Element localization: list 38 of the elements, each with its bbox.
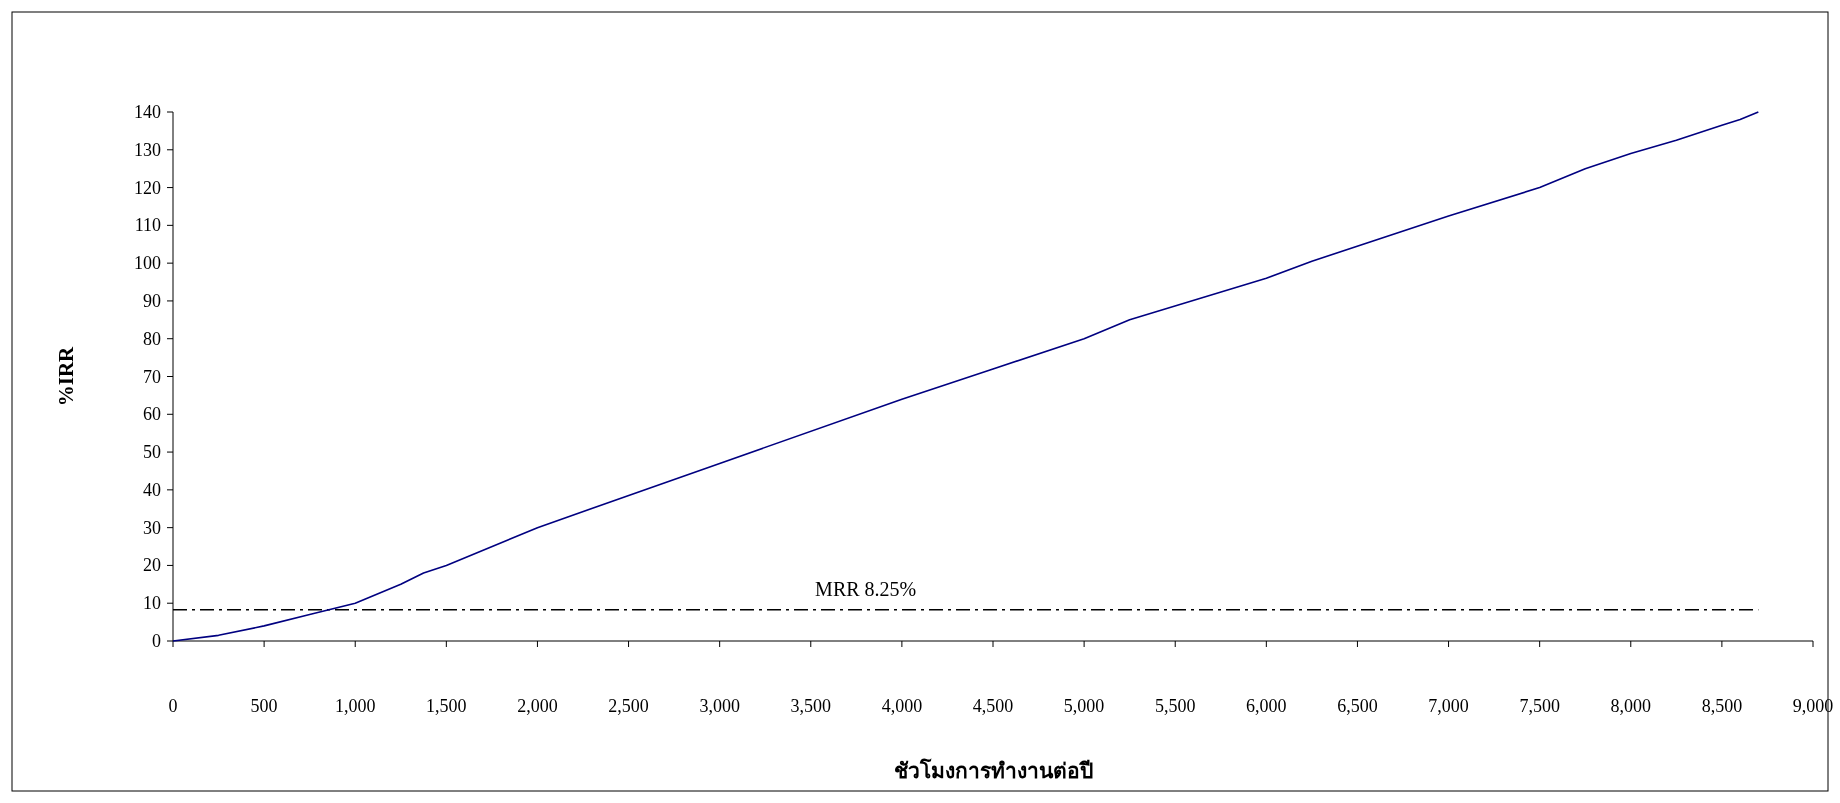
y-tick-label: 120 <box>134 177 161 198</box>
ref-line-label: MRR 8.25% <box>815 577 917 600</box>
x-tick-label: 6,500 <box>1337 696 1378 716</box>
y-tick-label: 80 <box>143 328 161 349</box>
x-tick-label: 4,000 <box>881 696 923 716</box>
y-tick-label: 60 <box>143 404 161 425</box>
y-tick-label: 40 <box>143 479 161 500</box>
x-tick-label: 7,500 <box>1519 696 1560 716</box>
x-axis-title: ชัวโมงการทำงานต่อปี <box>893 758 1093 783</box>
x-tick-label: 3,500 <box>790 696 832 716</box>
x-tick-label: 8,000 <box>1610 696 1652 716</box>
y-tick-label: 30 <box>143 517 161 538</box>
x-tick-label: 5,500 <box>1154 696 1196 716</box>
x-tick-label: 0 <box>168 696 178 716</box>
x-tick-label: 1,500 <box>426 696 467 716</box>
y-axis-title: %IRR <box>54 345 78 407</box>
y-tick-label: 140 <box>134 102 161 122</box>
y-tick-label: 50 <box>143 442 161 463</box>
x-tick-label: 9,000 <box>1792 696 1834 716</box>
x-tick-label: 8,500 <box>1701 696 1743 716</box>
y-tick-label: 130 <box>134 139 161 160</box>
x-tick-label: 2,000 <box>517 696 558 716</box>
y-tick-label: 70 <box>143 366 161 387</box>
y-tick-label: 0 <box>152 631 161 651</box>
x-tick-label: 500 <box>250 696 278 716</box>
x-tick-label: 3,000 <box>699 696 740 716</box>
x-tick-label: 6,000 <box>1246 696 1287 716</box>
y-tick-label: 10 <box>143 593 161 614</box>
x-tick-label: 7,000 <box>1428 696 1469 716</box>
x-tick-label: 1,000 <box>334 696 376 716</box>
line-series <box>172 111 1760 642</box>
y-tick-label: 90 <box>143 290 161 311</box>
x-tick-label: 5,000 <box>1063 696 1105 716</box>
x-tick-label: 4,500 <box>972 696 1014 716</box>
x-tick-label: 2,500 <box>608 696 649 716</box>
y-tick-label: 110 <box>134 215 161 236</box>
y-tick-label: 100 <box>134 253 161 274</box>
y-tick-label: 20 <box>143 555 161 576</box>
